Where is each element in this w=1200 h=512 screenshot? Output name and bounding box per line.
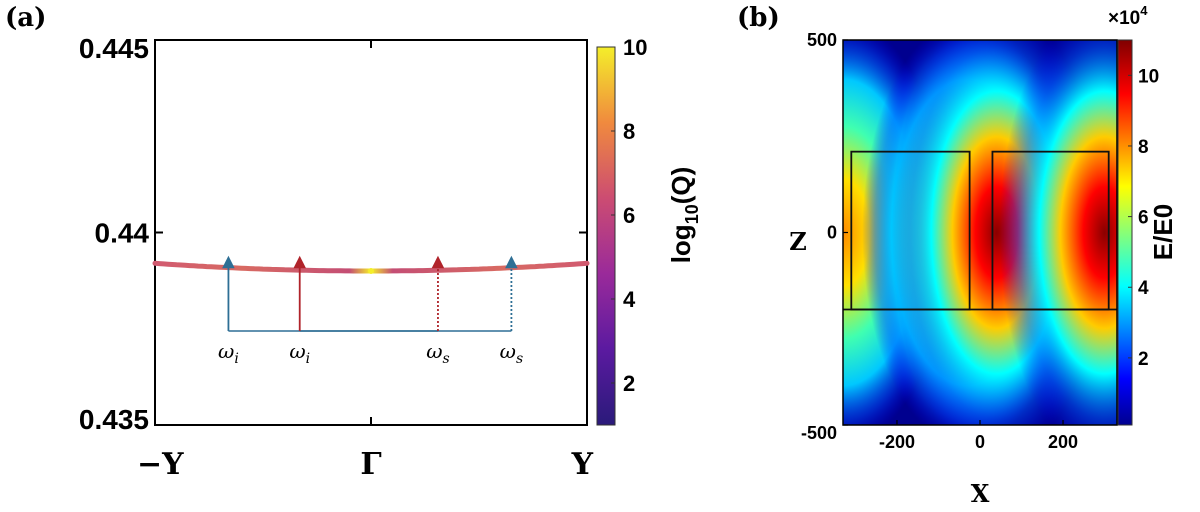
colorbar-a-ticks: 2 4 6 8 10 xyxy=(611,35,647,396)
colorbar-b-multiplier: ×104 xyxy=(1108,3,1148,29)
y-tick-label: 500 xyxy=(807,30,837,50)
colorbar-tick-label: 4 xyxy=(1138,278,1149,299)
x-tick-label: Y xyxy=(571,447,594,482)
plot-frame-a xyxy=(154,39,588,426)
frequency-label: ωi xyxy=(218,339,239,367)
gamma-bic-point xyxy=(368,268,374,274)
colorbar-tick-label: 2 xyxy=(623,371,635,396)
y-tick-label: 0.44 xyxy=(95,218,150,249)
field-hotspot xyxy=(999,40,1117,425)
panel-a-label: (a) xyxy=(5,3,46,33)
colorbar-tick-label: 4 xyxy=(623,287,636,312)
colorbar-b-label: E/E0 xyxy=(1148,204,1178,260)
x-tick-label: -200 xyxy=(879,432,915,452)
colorbar-tick-label: 10 xyxy=(1138,66,1159,87)
x-tick-label: Γ xyxy=(360,447,381,482)
colorbar-tick-label: 6 xyxy=(1138,208,1149,229)
y-tick-label: 0 xyxy=(827,223,837,243)
colorbar-b xyxy=(1117,39,1133,426)
y-tick-label: 0.435 xyxy=(79,404,149,435)
colorbar-tick-label: 6 xyxy=(623,203,635,228)
x-tick-label: 0 xyxy=(975,432,985,452)
colorbar-tick-label: 8 xyxy=(1138,137,1149,158)
frequency-label: ωs xyxy=(500,339,524,367)
x-axis-b: -200 0 200 xyxy=(879,420,1078,452)
y-axis-b: -500 0 500 xyxy=(801,30,848,443)
band-line xyxy=(152,260,590,274)
colorbar-b-ticks: 2 4 6 8 10 xyxy=(1128,66,1159,370)
frequency-label: ωi xyxy=(289,339,310,367)
colorbar-a-label: log10(Q) xyxy=(666,167,702,264)
x-axis-a: −Y Γ Y xyxy=(137,40,594,482)
colorbar-a xyxy=(596,46,616,426)
y-tick-label: -500 xyxy=(801,423,837,443)
panel-b-label: (b) xyxy=(737,3,780,33)
y-tick-label: 0.445 xyxy=(79,33,149,64)
colorbar-tick-label: 8 xyxy=(623,119,635,144)
x-axis-b-title: X xyxy=(971,479,990,508)
panel-b: (b) -500 0 500 -200 0 200 Z X 2 4 6 8 10 ×104 E/… xyxy=(737,3,1178,508)
frequency-label: ωs xyxy=(426,339,450,367)
structure-outlines xyxy=(843,150,1117,311)
field-heatmap xyxy=(843,40,1117,425)
x-tick-label: −Y xyxy=(137,447,184,482)
y-axis-b-title: Z xyxy=(789,227,807,256)
y-axis-a: 0.435 0.44 0.445 xyxy=(79,33,587,435)
colorbar-tick-label: 2 xyxy=(1138,349,1149,370)
frequency-annotations: ωi ωi ωs ωs xyxy=(218,255,524,367)
x-tick-label: 200 xyxy=(1048,432,1078,452)
colorbar-tick-label: 10 xyxy=(623,35,647,60)
